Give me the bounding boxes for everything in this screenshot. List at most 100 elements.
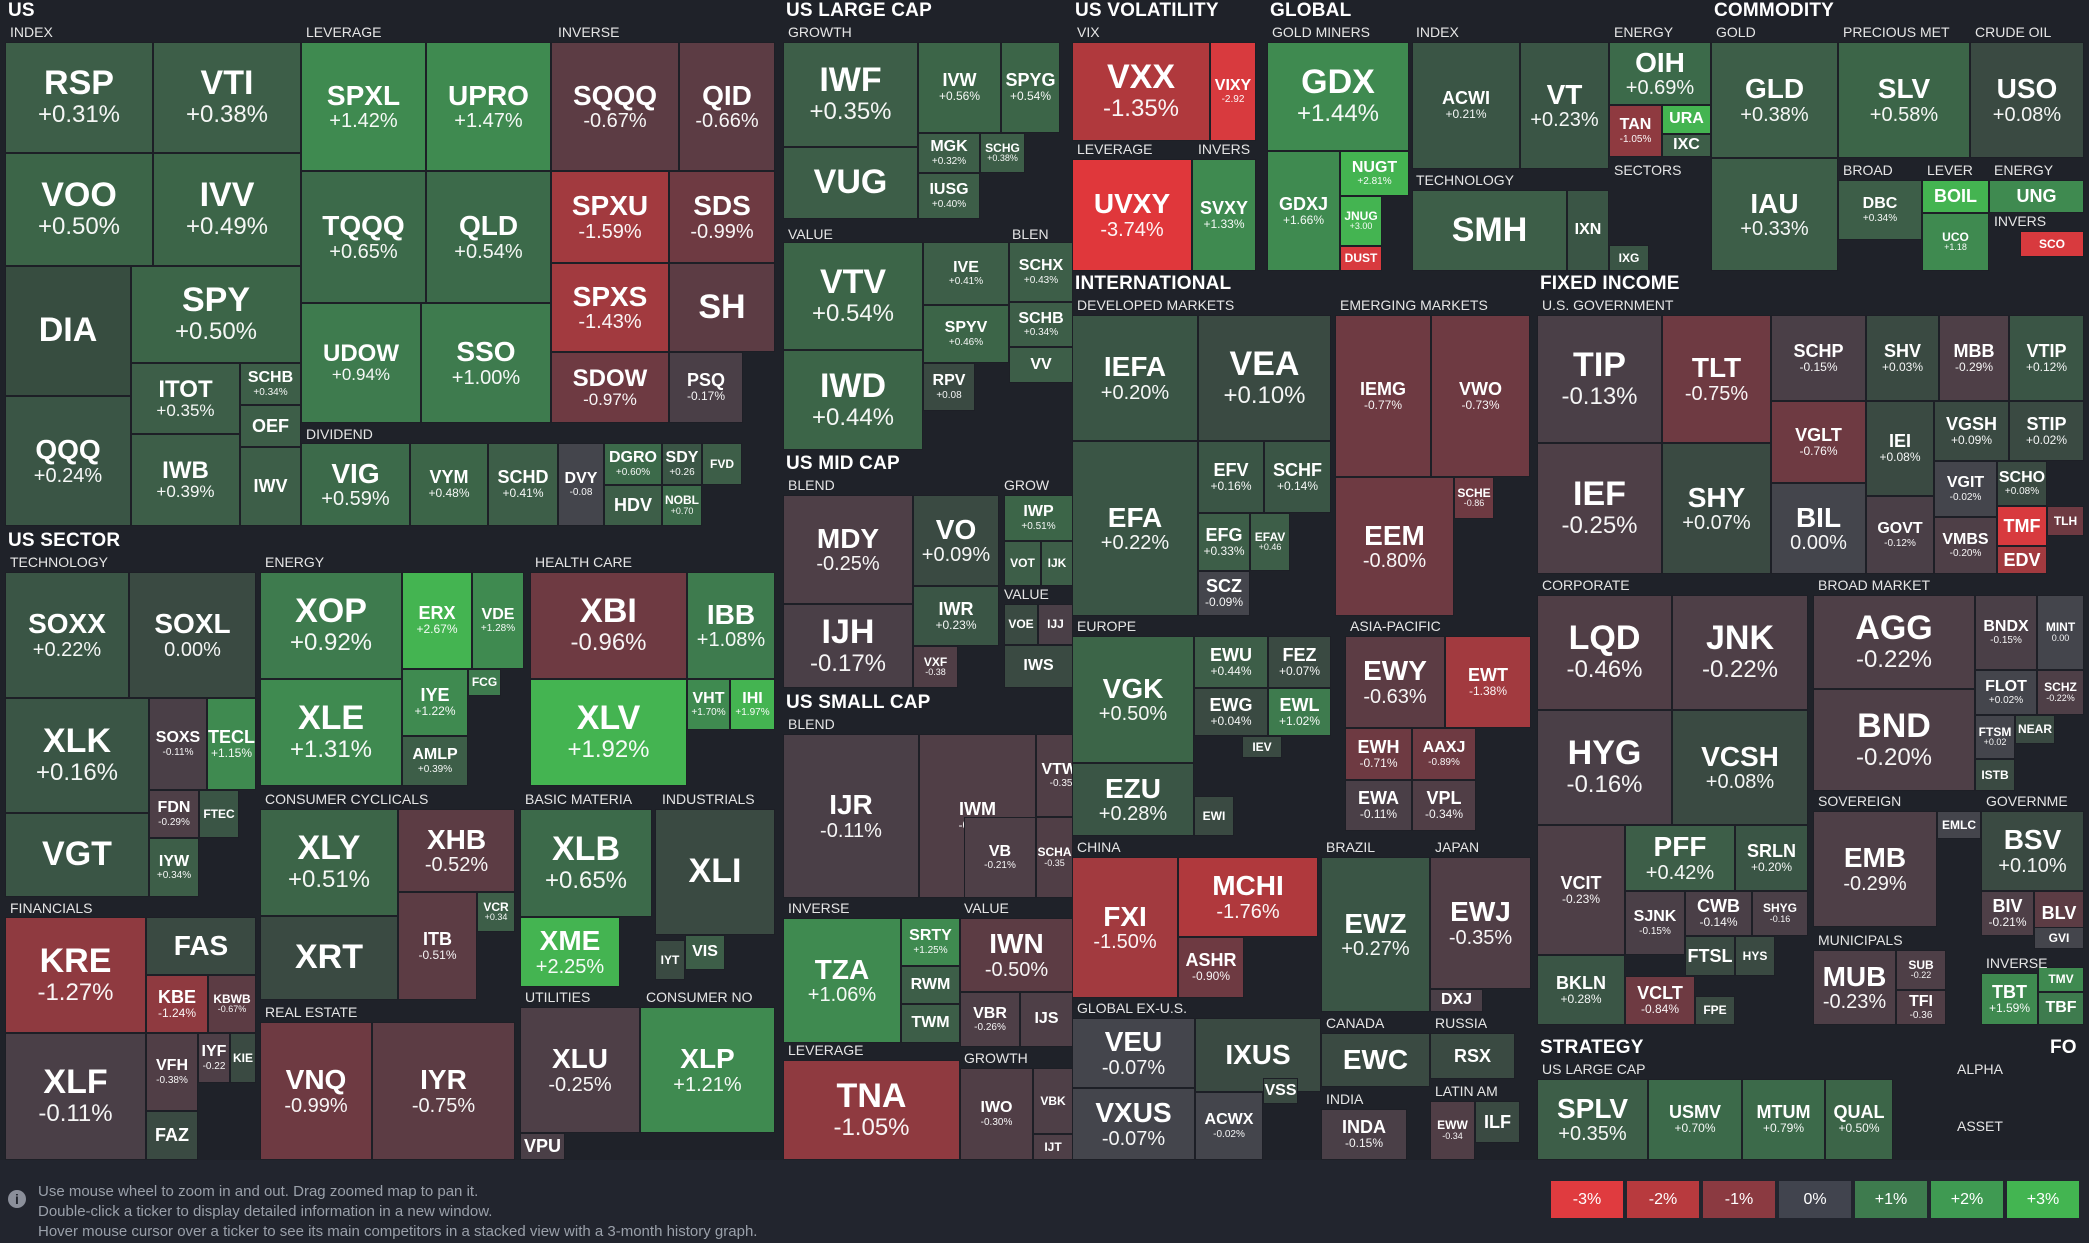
- ticker-tile-vbr[interactable]: VBR -0.26%: [960, 992, 1020, 1047]
- ticker-tile-ive[interactable]: IVE +0.41%: [923, 242, 1009, 305]
- ticker-tile-istb[interactable]: ISTB: [1975, 759, 2015, 791]
- ticker-tile-vde[interactable]: VDE +1.28%: [472, 572, 524, 669]
- ticker-tile-tza[interactable]: TZA +1.06%: [783, 918, 901, 1043]
- ticker-tile-ewy[interactable]: EWY -0.63%: [1345, 636, 1445, 728]
- ticker-tile-slv[interactable]: SLV +0.58%: [1838, 42, 1970, 158]
- ticker-tile-ibb[interactable]: IBB +1.08%: [687, 572, 775, 679]
- ticker-tile-xlp[interactable]: XLP +1.21%: [640, 1007, 775, 1133]
- ticker-tile-usmv[interactable]: USMV +0.70%: [1648, 1079, 1742, 1160]
- ticker-tile-bsv[interactable]: BSV +0.10%: [1981, 811, 2084, 891]
- ticker-tile-xlu[interactable]: XLU -0.25%: [520, 1007, 640, 1133]
- ticker-tile-hdv[interactable]: HDV: [604, 485, 662, 526]
- ticker-tile-scz[interactable]: SCZ -0.09%: [1198, 571, 1250, 616]
- ticker-tile-hyg[interactable]: HYG -0.16%: [1537, 710, 1672, 825]
- ticker-tile-xlv[interactable]: XLV +1.92%: [530, 679, 687, 786]
- ticker-tile-ewi[interactable]: EWI: [1194, 796, 1234, 836]
- ticker-tile-schb[interactable]: SCHB +0.34%: [240, 363, 301, 405]
- ticker-tile-emlc[interactable]: EMLC: [1937, 811, 1981, 839]
- ticker-tile-ewz[interactable]: EWZ +0.27%: [1321, 857, 1430, 1012]
- ticker-tile-vcsh[interactable]: VCSH +0.08%: [1672, 710, 1808, 825]
- ticker-tile-splv[interactable]: SPLV +0.35%: [1537, 1079, 1648, 1160]
- ticker-tile-vtv[interactable]: VTV +0.54%: [783, 242, 923, 350]
- ticker-tile-inda[interactable]: INDA -0.15%: [1321, 1109, 1407, 1160]
- ticker-tile-iwf[interactable]: IWF +0.35%: [783, 42, 918, 147]
- ticker-tile-xop[interactable]: XOP +0.92%: [260, 572, 402, 679]
- ticker-tile-soxs[interactable]: SOXS -0.11%: [149, 698, 207, 790]
- ticker-tile-schz[interactable]: SCHZ -0.22%: [2037, 670, 2084, 715]
- ticker-tile-ewl[interactable]: EWL +1.02%: [1268, 688, 1331, 736]
- ticker-tile-tqqq[interactable]: TQQQ +0.65%: [301, 171, 426, 303]
- ticker-tile-pff[interactable]: PFF +0.42%: [1625, 825, 1735, 891]
- ticker-tile-iusg[interactable]: IUSG +0.40%: [918, 173, 980, 219]
- ticker-tile-tbt[interactable]: TBT +1.59%: [1981, 973, 2038, 1025]
- ticker-tile-vo[interactable]: VO +0.09%: [913, 495, 999, 586]
- ticker-tile-tan[interactable]: TAN -1.05%: [1609, 105, 1662, 157]
- ticker-tile-iyf[interactable]: IYF -0.22: [198, 1033, 230, 1083]
- ticker-tile-svxy[interactable]: SVXY +1.33%: [1192, 159, 1256, 271]
- ticker-tile-mchi[interactable]: MCHI -1.76%: [1178, 857, 1318, 937]
- ticker-tile-dbc[interactable]: DBC +0.34%: [1838, 180, 1922, 240]
- ticker-tile-ftec[interactable]: FTEC: [199, 790, 239, 838]
- ticker-tile-sub[interactable]: SUB -0.22: [1896, 950, 1946, 990]
- ticker-tile-vss[interactable]: VSS: [1263, 1078, 1298, 1104]
- ticker-tile-vxx[interactable]: VXX -1.35%: [1072, 42, 1210, 141]
- ticker-tile-vgsh[interactable]: VGSH +0.09%: [1934, 401, 2009, 461]
- ticker-tile-vgk[interactable]: VGK +0.50%: [1072, 636, 1194, 763]
- ticker-tile-fez[interactable]: FEZ +0.07%: [1268, 636, 1331, 688]
- ticker-tile-vxf[interactable]: VXF -0.38: [913, 646, 958, 688]
- ticker-tile-sco[interactable]: SCO: [2020, 231, 2084, 257]
- ticker-tile-ftsm[interactable]: FTSM +0.02: [1975, 715, 2015, 759]
- ticker-tile-itot[interactable]: ITOT +0.35%: [131, 363, 240, 434]
- ticker-tile-rsp[interactable]: RSP +0.31%: [5, 42, 153, 153]
- ticker-tile-bkln[interactable]: BKLN +0.28%: [1537, 955, 1625, 1025]
- ticker-tile-vym[interactable]: VYM +0.48%: [410, 443, 488, 526]
- ticker-tile-sh[interactable]: SH: [669, 263, 775, 352]
- ticker-tile-tmf[interactable]: TMF: [1997, 506, 2047, 546]
- ticker-tile-efv[interactable]: EFV +0.16%: [1198, 441, 1264, 513]
- ticker-tile-vgt[interactable]: VGT: [5, 813, 149, 897]
- ticker-tile-aaxj[interactable]: AAXJ -0.89%: [1412, 728, 1476, 780]
- ticker-tile-kre[interactable]: KRE -1.27%: [5, 917, 146, 1033]
- ticker-tile-bndx[interactable]: BNDX -0.15%: [1975, 595, 2037, 670]
- ticker-tile-iefa[interactable]: IEFA +0.20%: [1072, 315, 1198, 441]
- ticker-tile-ewt[interactable]: EWT -1.38%: [1445, 636, 1531, 728]
- ticker-tile-iwd[interactable]: IWD +0.44%: [783, 350, 923, 450]
- ticker-tile-vcr[interactable]: VCR +0.34: [477, 892, 515, 932]
- ticker-tile-ewh[interactable]: EWH -0.71%: [1345, 728, 1412, 780]
- ticker-tile-vfh[interactable]: VFH -0.38%: [146, 1033, 198, 1111]
- ticker-tile-sdow[interactable]: SDOW -0.97%: [551, 352, 669, 423]
- ticker-tile-ewa[interactable]: EWA -0.11%: [1345, 780, 1412, 831]
- heatmap[interactable]: RSP +0.31% VTI +0.38% VOO +0.50% IVV +0.49% DIA S…: [0, 0, 2089, 1160]
- ticker-tile-boil[interactable]: BOIL: [1922, 180, 1989, 213]
- ticker-tile-psq[interactable]: PSQ -0.17%: [669, 352, 743, 423]
- ticker-tile-xle[interactable]: XLE +1.31%: [260, 679, 402, 786]
- ticker-tile-ixc[interactable]: IXC: [1662, 134, 1711, 157]
- ticker-tile-iye[interactable]: IYE +1.22%: [402, 669, 468, 736]
- ticker-tile-ezu[interactable]: EZU +0.28%: [1072, 763, 1194, 836]
- ticker-tile-edv[interactable]: EDV: [1997, 546, 2047, 574]
- ticker-tile-biv[interactable]: BIV -0.21%: [1981, 891, 2034, 936]
- ticker-tile-shyg[interactable]: SHYG -0.16: [1752, 891, 1808, 936]
- ticker-tile-ivv[interactable]: IVV +0.49%: [153, 153, 301, 266]
- ticker-tile-tmv[interactable]: TMV: [2038, 967, 2084, 992]
- ticker-tile-xme[interactable]: XME +2.25%: [520, 917, 620, 987]
- ticker-tile-tlt[interactable]: TLT -0.75%: [1662, 315, 1771, 443]
- ticker-tile-agg[interactable]: AGG -0.22%: [1813, 595, 1975, 689]
- ticker-tile-efg[interactable]: EFG +0.33%: [1198, 513, 1250, 571]
- ticker-tile-schg[interactable]: SCHG +0.38%: [980, 133, 1025, 173]
- ticker-tile-vglt[interactable]: VGLT -0.76%: [1771, 401, 1866, 483]
- ticker-tile-schb[interactable]: SCHB +0.34%: [1009, 302, 1073, 347]
- ticker-tile-iwb[interactable]: IWB +0.39%: [131, 434, 240, 526]
- ticker-tile-gvi[interactable]: GVI: [2034, 927, 2084, 949]
- ticker-tile-near[interactable]: NEAR: [2015, 715, 2055, 744]
- ticker-tile-vht[interactable]: VHT +1.70%: [687, 679, 730, 730]
- ticker-tile-voo[interactable]: VOO +0.50%: [5, 153, 153, 266]
- ticker-tile-upro[interactable]: UPRO +1.47%: [426, 42, 551, 171]
- ticker-tile-vv[interactable]: VV: [1009, 347, 1073, 383]
- ticker-tile-vpl[interactable]: VPL -0.34%: [1412, 780, 1476, 831]
- ticker-tile-qld[interactable]: QLD +0.54%: [426, 171, 551, 303]
- ticker-tile-scho[interactable]: SCHO +0.08%: [1997, 461, 2047, 506]
- ticker-tile-iyt[interactable]: IYT: [655, 940, 685, 980]
- ticker-tile-ftsl[interactable]: FTSL: [1685, 936, 1735, 976]
- ticker-tile-mtum[interactable]: MTUM +0.79%: [1742, 1079, 1825, 1160]
